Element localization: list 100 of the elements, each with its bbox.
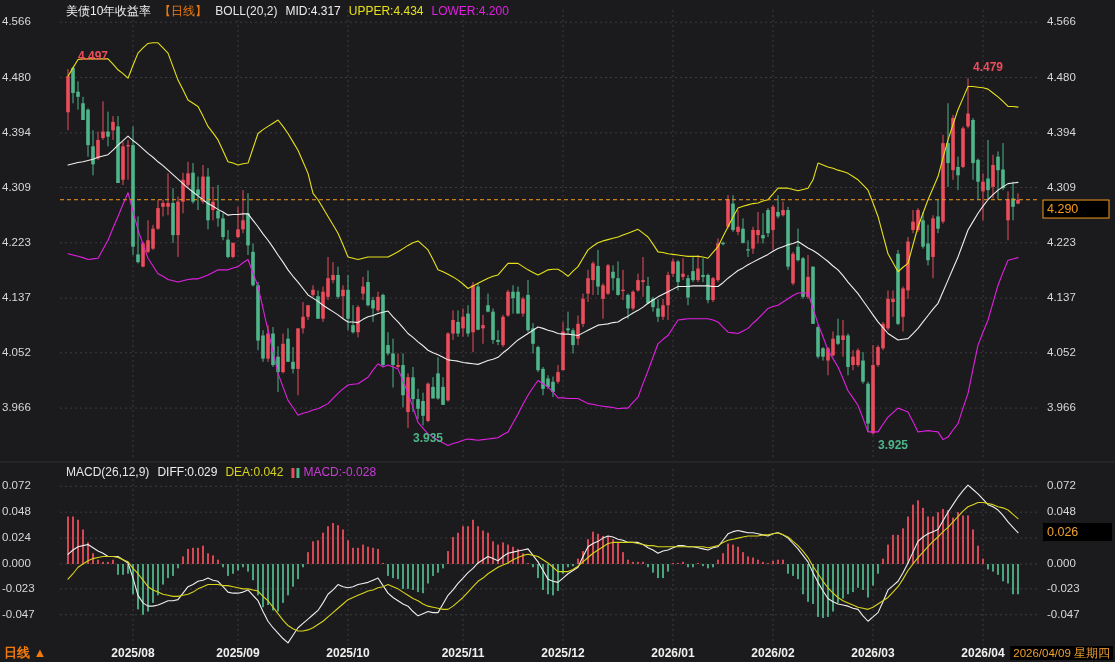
candlestick: [481, 314, 485, 345]
candlestick: [671, 257, 675, 278]
text: DEA:0.042: [225, 465, 284, 480]
x-tick-label: 2025/12: [541, 646, 586, 661]
line-series: [67, 42, 1019, 290]
candlestick: [311, 284, 315, 298]
candlestick: [336, 266, 340, 300]
annotation: 3.925: [878, 437, 909, 452]
candlestick: [286, 327, 290, 363]
line-series: [67, 484, 1019, 644]
candlestick: [1011, 181, 1015, 221]
candlestick: [841, 319, 845, 358]
y2-tick-label: 4.480: [1047, 70, 1076, 83]
candlestick: [936, 199, 940, 234]
x-tick-label: 2025/11: [441, 646, 485, 661]
candlestick: [656, 298, 660, 323]
line-series: [67, 135, 1019, 365]
candlestick: [776, 194, 780, 219]
candlestick: [626, 293, 630, 320]
candlestick: [236, 206, 240, 239]
y-tick-label: 4.052: [2, 345, 31, 358]
y2-tick-label: 4.052: [1047, 345, 1076, 358]
candlestick: [956, 156, 960, 191]
candlestick: [156, 199, 160, 231]
ref-line-label: 4.290: [1047, 202, 1079, 217]
x-tick-label: 2025/10: [326, 646, 371, 661]
candlestick: [136, 215, 140, 264]
candlestick: [341, 284, 345, 320]
candlestick: [996, 151, 1000, 201]
candlestick: [571, 327, 575, 354]
candlestick: [521, 296, 525, 318]
text: 0.026: [1047, 525, 1079, 539]
y2-tick-label: -0.047: [1047, 607, 1080, 620]
candlestick: [351, 304, 355, 335]
candlestick: [681, 257, 685, 281]
legend-label: MACD:-0.028: [303, 465, 377, 480]
y-tick-label: 4.309: [2, 180, 31, 193]
candlestick: [631, 289, 635, 311]
candlestick: [101, 100, 105, 141]
y2-tick-label: 3.966: [1047, 401, 1076, 414]
candlestick: [986, 139, 990, 201]
x-tick-label: 2026/02: [751, 646, 796, 661]
text: DIFF:0.029: [157, 465, 218, 480]
candlestick: [576, 315, 580, 346]
y2-tick-label: 0.048: [1047, 505, 1076, 518]
candlestick: [411, 366, 415, 413]
candlestick: [661, 298, 665, 321]
candlestick: [991, 154, 995, 199]
y-tick-label: 3.966: [2, 401, 31, 414]
candlestick: [221, 212, 225, 241]
candlestick: [1016, 192, 1020, 205]
x-tick-label: 2025/08: [111, 646, 156, 661]
candlestick: [301, 301, 305, 335]
candlestick: [456, 309, 460, 338]
y2-tick-label: 4.566: [1047, 15, 1076, 28]
x-tick-label: 2026/01: [651, 646, 696, 661]
candlestick: [696, 254, 700, 283]
candlestick: [556, 364, 560, 385]
y2-tick-label: 4.223: [1047, 235, 1076, 248]
text: 2026/04/09 星期四: [1013, 647, 1110, 660]
text: LOWER:4.200: [431, 4, 510, 19]
candlestick: [506, 289, 510, 318]
text: UPPER:4.434: [348, 4, 424, 19]
y-tick-label: 4.137: [2, 291, 31, 304]
y2-tick-label: 4.309: [1047, 180, 1076, 193]
y2-tick-label: -0.023: [1047, 581, 1080, 594]
y2-tick-label: 0.072: [1047, 479, 1076, 492]
annotation: 4.479: [973, 60, 1004, 75]
candlestick: [746, 239, 750, 258]
candlestick: [781, 201, 785, 217]
candlestick: [771, 204, 775, 251]
candlestick: [361, 276, 365, 301]
candlestick: [761, 212, 765, 244]
y-tick-label: 4.480: [2, 70, 31, 83]
candlestick: [241, 189, 245, 234]
candlestick: [596, 249, 600, 296]
candlestick: [451, 309, 455, 341]
candlestick: [611, 264, 615, 291]
x-tick-label: 2026/04: [961, 646, 1006, 661]
candlestick: [96, 131, 100, 161]
candlestick: [966, 77, 970, 129]
candlestick: [461, 307, 465, 338]
candlestick: [736, 209, 740, 236]
y-tick-label: -0.023: [2, 581, 35, 594]
y-tick-label: 0.024: [2, 531, 32, 544]
candlestick: [391, 338, 395, 389]
y-tick-label: -0.047: [2, 607, 35, 620]
candlestick: [496, 329, 500, 346]
candlestick: [741, 217, 745, 244]
legend-title: MACD(26,12,9): [66, 465, 150, 480]
y-tick-label: 4.394: [2, 125, 32, 138]
line-series: [67, 501, 1019, 632]
legend-title: BOLL(20,2): [215, 4, 278, 19]
candlestick: [316, 289, 320, 320]
candlestick: [291, 346, 295, 374]
y-tick-label: 0.000: [2, 557, 31, 570]
candlestick: [1006, 190, 1010, 241]
x-tick-label: 2025/09: [216, 646, 261, 661]
y-tick-label: 4.566: [2, 15, 31, 28]
candlestick: [616, 260, 620, 297]
